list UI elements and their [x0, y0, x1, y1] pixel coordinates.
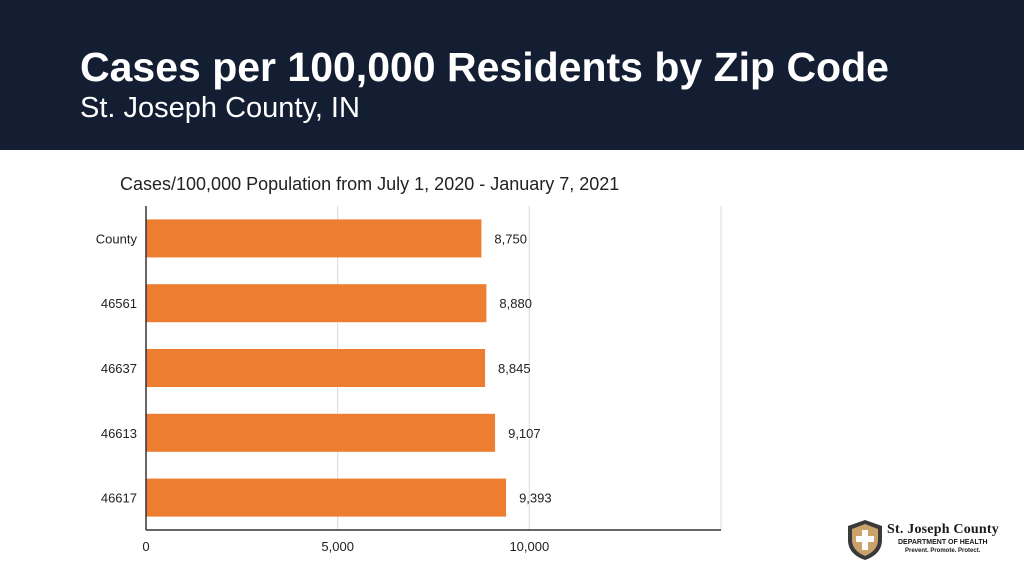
value-label-46617: 9,393: [519, 491, 552, 506]
x-tick-label-2: 10,000: [509, 539, 549, 554]
health-department-logo: St. Joseph County DEPARTMENT OF HEALTH P…: [845, 518, 1015, 562]
logo-text-county: St. Joseph County: [887, 522, 999, 537]
category-label-46613: 46613: [101, 426, 137, 441]
x-tick-label-0: 0: [142, 539, 149, 554]
value-label-46561: 8,880: [499, 296, 532, 311]
bar-chart: Cases/100,000 Population from July 1, 20…: [96, 174, 722, 554]
logo-text-department: DEPARTMENT OF HEALTH: [898, 539, 988, 546]
value-label-46613: 9,107: [508, 426, 541, 441]
bar-46617: [146, 478, 507, 517]
bar-46613: [146, 413, 496, 452]
category-label-46617: 46617: [101, 491, 137, 506]
page-title: Cases per 100,000 Residents by Zip Code: [80, 44, 889, 90]
shield-cross-icon: [848, 520, 882, 560]
bar-County: [146, 219, 482, 258]
page-subtitle: St. Joseph County, IN: [80, 92, 360, 124]
value-label-County: 8,750: [494, 231, 527, 246]
category-label-46637: 46637: [101, 361, 137, 376]
axes: County 46561 46637 46613 46617 0 5,000 10,000: [96, 206, 721, 554]
bar-46561: [146, 284, 487, 323]
header-banner: Cases per 100,000 Residents by Zip Code …: [0, 0, 1024, 150]
bars: 8,750 8,880 8,845 9,107 9,393: [146, 219, 552, 517]
category-label-46561: 46561: [101, 296, 137, 311]
chart-title: Cases/100,000 Population from July 1, 20…: [120, 174, 619, 194]
x-tick-label-1: 5,000: [321, 539, 354, 554]
logo-text-tagline: Prevent. Promote. Protect.: [905, 548, 981, 554]
value-label-46637: 8,845: [498, 361, 531, 376]
bar-46637: [146, 349, 486, 387]
category-label-County: County: [96, 231, 138, 246]
